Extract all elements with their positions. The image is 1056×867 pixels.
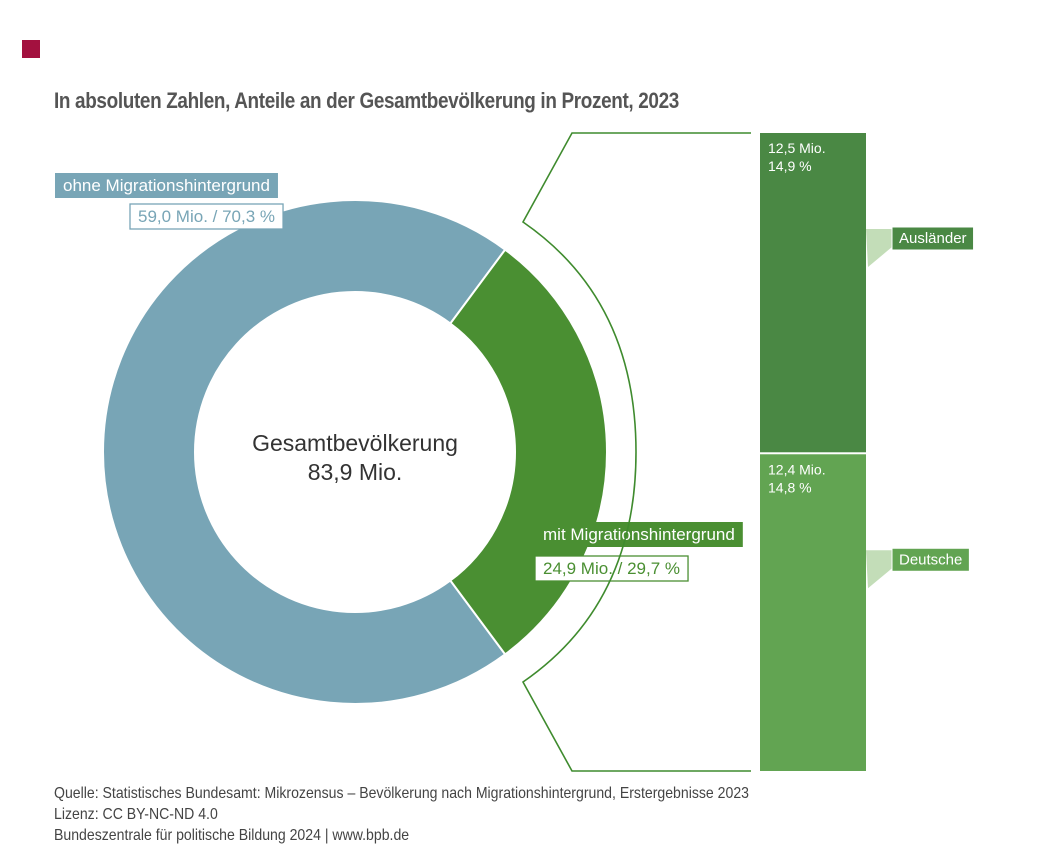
center-label-title: Gesamtbevölkerung (252, 430, 458, 456)
source-line: Quelle: Statistisches Bundesamt: Mikroze… (54, 785, 749, 802)
label-ohne-box (55, 173, 278, 198)
label-mit-value: 24,9 Mio. / 29,7 % (543, 559, 680, 578)
label-ohne-value: 59,0 Mio. / 70,3 % (138, 207, 275, 226)
brand-marker (22, 40, 40, 58)
bracket-line (521, 132, 751, 772)
publisher-line: Bundeszentrale für politische Bildung 20… (54, 827, 410, 844)
bar-segment-deutsche-percent: 14,8 % (768, 479, 812, 495)
tag-deutsche-pointer (866, 550, 892, 589)
donut-slice-ohne (102, 199, 507, 705)
bar-segment-deutsche-value: 12,4 Mio. (768, 461, 826, 477)
tag-deutsche-box (891, 547, 970, 572)
label-ohne-value-box (129, 203, 284, 230)
bar-segment-auslaender-percent: 14,9 % (768, 158, 812, 174)
label-mit-box (535, 522, 743, 547)
label-mit-name: mit Migrationshintergrund (543, 525, 735, 544)
source-block: Quelle: Statistisches Bundesamt: Mikroze… (54, 783, 749, 846)
donut-slice-mit (448, 248, 608, 656)
label-ohne-name: ohne Migrationshintergrund (63, 176, 270, 195)
chart-title: In absoluten Zahlen, Anteile an der Gesa… (54, 88, 679, 113)
bar-segment-deutsche (760, 454, 866, 771)
bar-segment-auslaender-value: 12,5 Mio. (768, 140, 826, 156)
center-label-total: 83,9 Mio. (308, 459, 403, 485)
tag-deutsche-label: Deutsche (899, 551, 962, 568)
tag-auslaender-label: Ausländer (899, 230, 967, 247)
tag-auslaender-pointer (866, 229, 892, 267)
bar-segment-auslaender (760, 133, 866, 453)
license-line: Lizenz: CC BY-NC-ND 4.0 (54, 806, 218, 823)
tag-auslaender-box (891, 226, 975, 251)
